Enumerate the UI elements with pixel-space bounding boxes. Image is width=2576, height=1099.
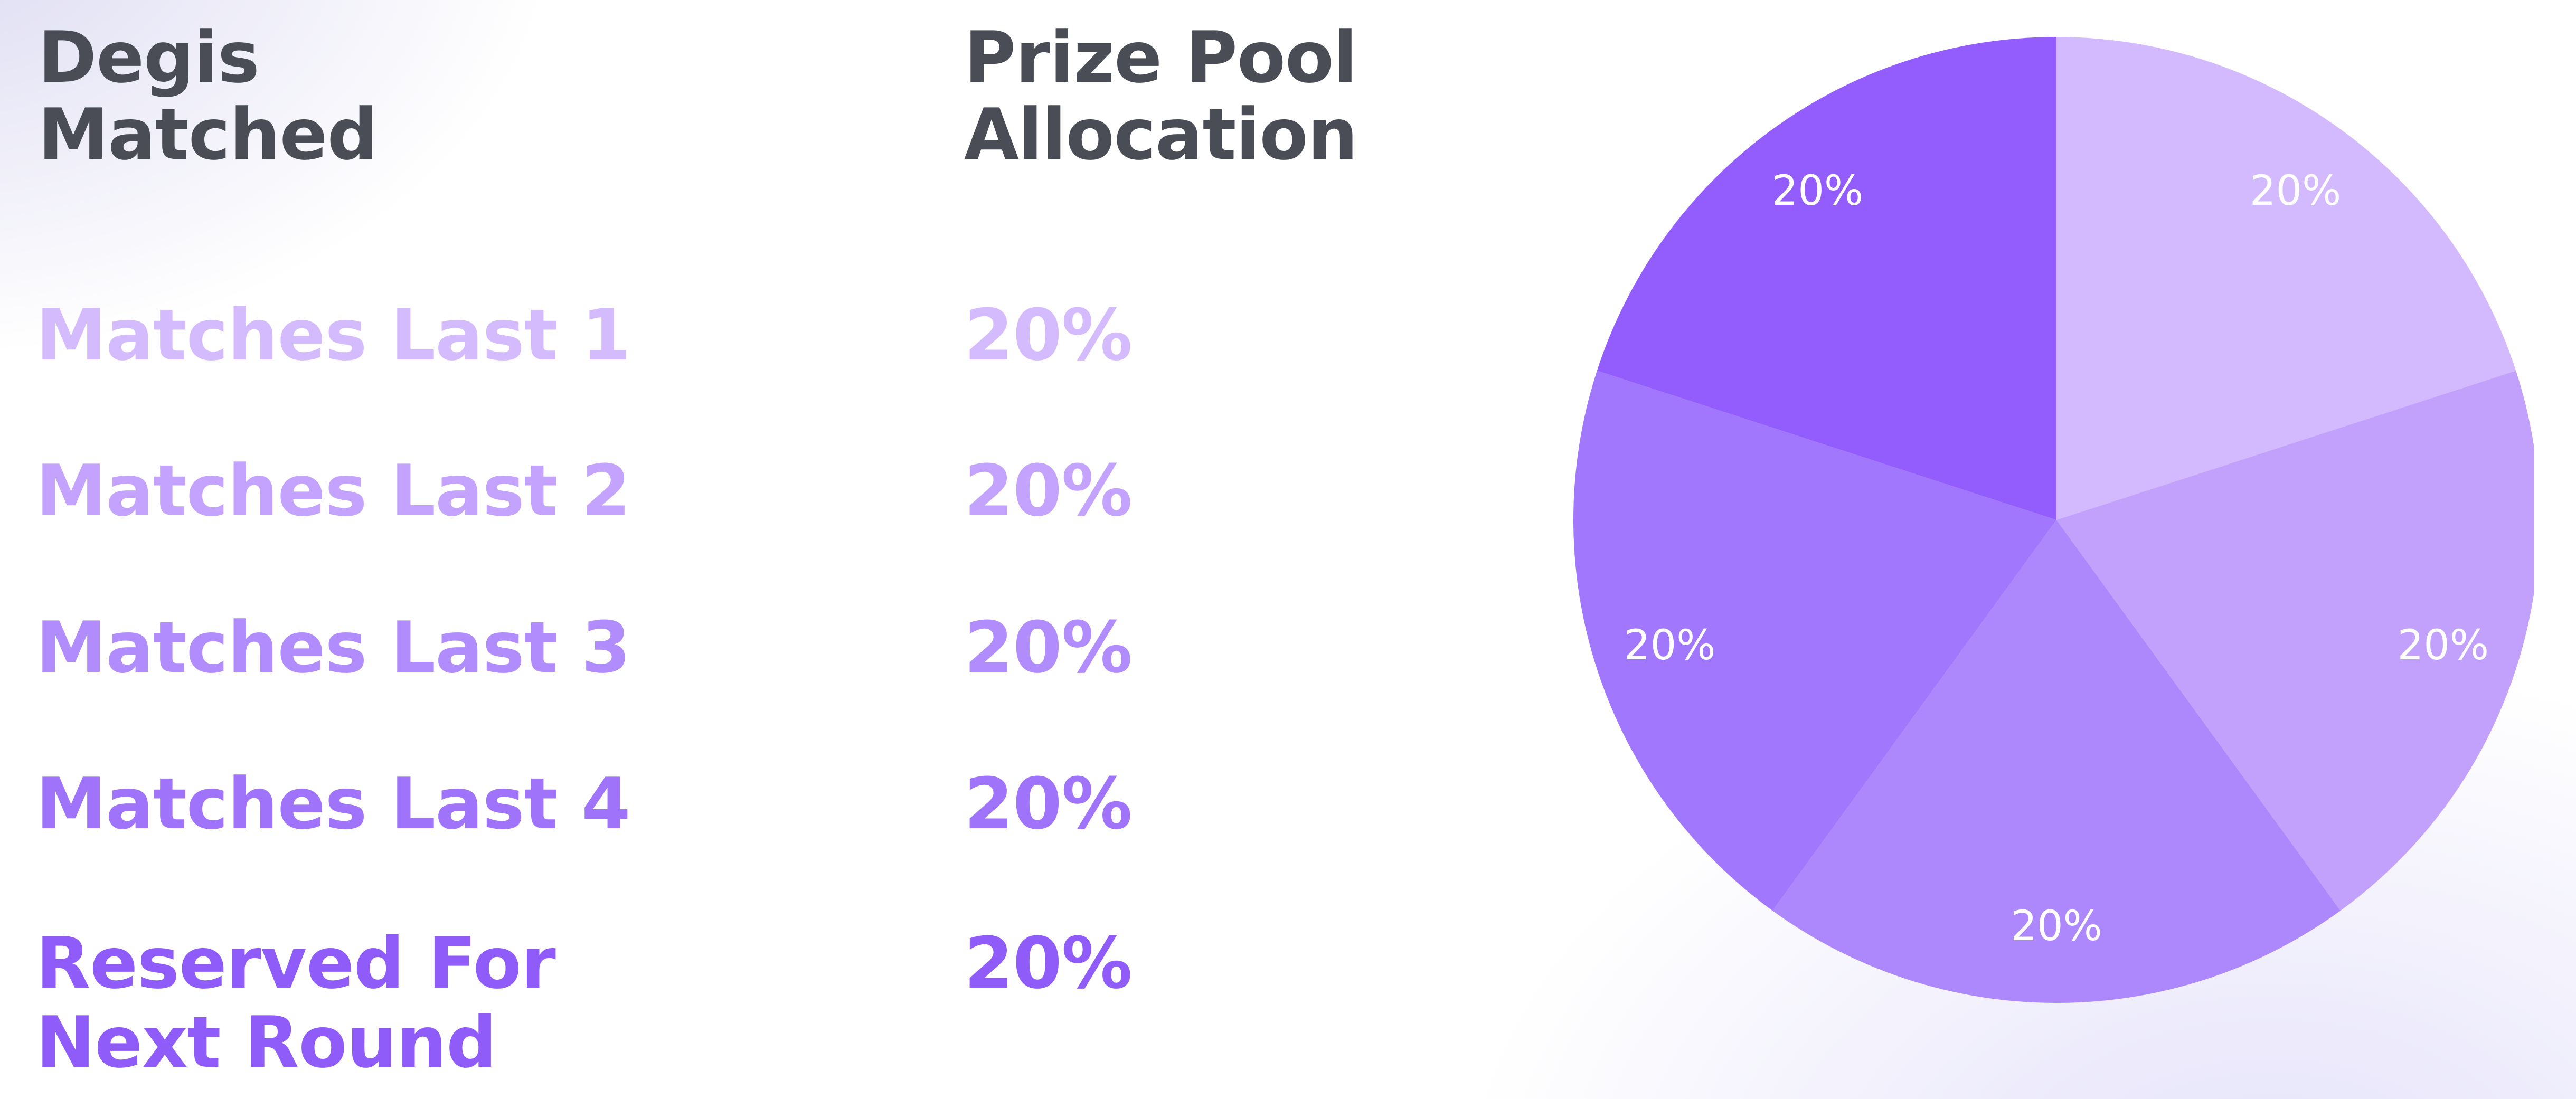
- row-label-matches-last-4: Matches Last 4: [36, 763, 630, 845]
- pie-slice-1: [2056, 37, 2516, 520]
- pie-slice-2: [2056, 371, 2534, 911]
- row-value-matches-last-4: 20%: [964, 763, 1133, 845]
- pie-slice-4: [1573, 371, 2056, 911]
- prize-pool-pie-chart: 20% 20% 20% 20% 20%: [1558, 32, 2534, 1024]
- pie-slice-label-2: 20%: [2398, 622, 2489, 669]
- prize-pool-allocation-heading: Prize Pool Allocation: [964, 16, 1358, 176]
- row-label-matches-last-1: Matches Last 1: [36, 294, 630, 376]
- pie-slice-label-3: 20%: [2011, 903, 2102, 950]
- degis-matched-heading: Degis Matched: [38, 16, 378, 176]
- row-value-matches-last-3: 20%: [964, 607, 1133, 689]
- pie-slice-label-1: 20%: [2250, 167, 2341, 215]
- pie-chart-svg: 20% 20% 20% 20% 20%: [1573, 37, 2534, 1003]
- row-value-matches-last-1: 20%: [964, 294, 1133, 376]
- row-label-reserved-next-round: Reserved For Next Round: [36, 922, 556, 1084]
- row-value-matches-last-2: 20%: [964, 450, 1133, 532]
- row-label-matches-last-2: Matches Last 2: [36, 450, 630, 532]
- pie-slice-label-4: 20%: [1624, 622, 1715, 669]
- pie-slice-label-5: 20%: [1772, 167, 1863, 215]
- row-label-matches-last-3: Matches Last 3: [36, 607, 630, 689]
- row-value-reserved-next-round: 20%: [964, 922, 1133, 1005]
- pie-slice-3: [1772, 520, 2341, 1003]
- pie-slice-5: [1597, 37, 2056, 520]
